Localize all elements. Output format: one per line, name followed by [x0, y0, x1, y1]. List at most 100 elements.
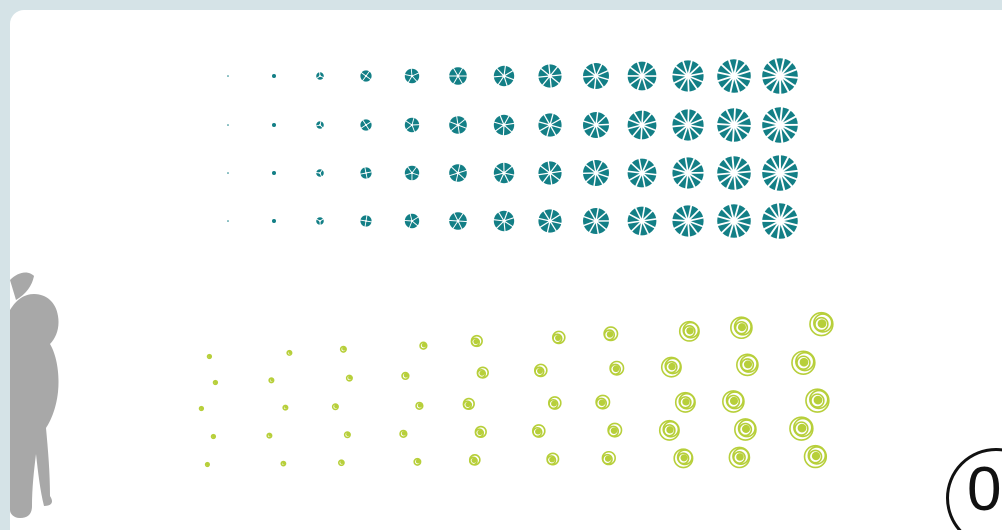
- lime-bubble: [660, 421, 679, 440]
- teal-flower: [404, 213, 419, 229]
- teal-flower: [493, 115, 515, 137]
- lime-bubble: [729, 447, 749, 467]
- lime-bubble: [281, 461, 285, 465]
- lime-bubble: [547, 453, 558, 464]
- lime-bubble: [553, 331, 565, 343]
- lime-bubble: [400, 431, 407, 438]
- lime-bubble: [414, 459, 420, 465]
- lime-bubble: [287, 351, 291, 355]
- lime-bubble: [737, 354, 758, 375]
- lime-bubble: [549, 397, 561, 409]
- teal-flower: [404, 68, 420, 83]
- lime-bubble: [610, 361, 623, 374]
- lime-bubble: [723, 391, 744, 412]
- teal-flower: [671, 60, 704, 93]
- lime-bubble: [790, 417, 813, 440]
- lime-bubble: [402, 373, 409, 380]
- teal-flower: [227, 75, 229, 77]
- lime-bubble: [477, 367, 488, 378]
- teal-flower: [583, 207, 610, 235]
- teal-flower: [627, 110, 657, 141]
- lime-bubble: [420, 342, 427, 349]
- lime-bubble: [339, 460, 344, 465]
- lime-bubble: [533, 425, 545, 437]
- teal-flower: [627, 61, 658, 90]
- lime-bubble: [676, 393, 695, 412]
- lime-bubble: [792, 351, 815, 374]
- teal-flower: [671, 205, 704, 238]
- lime-bubble: [212, 434, 216, 438]
- teal-flower: [360, 167, 373, 180]
- teal-flower: [449, 115, 467, 134]
- teal-flower: [582, 159, 609, 187]
- lime-bubble: [731, 317, 752, 338]
- teal-flower: [272, 74, 276, 78]
- teal-flower: [316, 71, 324, 80]
- teal-flower: [627, 158, 658, 188]
- teal-flower: [272, 219, 276, 223]
- lime-bubble: [206, 462, 210, 466]
- lime-bubble: [674, 449, 692, 467]
- teal-flower: [227, 220, 229, 222]
- illustration-panel: 0: [10, 10, 1002, 530]
- lime-bubble-grid: [200, 313, 833, 468]
- lime-bubble: [535, 364, 547, 376]
- illustration-canvas: [10, 10, 1002, 530]
- lime-bubble: [604, 327, 617, 340]
- lime-bubble: [475, 427, 486, 438]
- lime-bubble: [805, 446, 827, 468]
- teal-flower: [537, 63, 562, 88]
- lime-bubble: [602, 452, 615, 465]
- teal-flower: [717, 204, 752, 239]
- teal-flower: [761, 154, 798, 191]
- lime-bubble: [680, 322, 699, 341]
- lime-bubble: [347, 375, 352, 380]
- lime-bubble: [662, 357, 681, 376]
- lime-bubble: [283, 405, 287, 409]
- teal-flower: [716, 107, 752, 143]
- teal-flower: [272, 171, 276, 175]
- lime-bubble: [735, 419, 756, 440]
- teal-flower: [493, 210, 515, 232]
- teal-flower: [227, 124, 229, 126]
- teal-flower: [315, 120, 323, 128]
- teal-flower: [405, 117, 420, 133]
- lime-bubble: [345, 432, 350, 437]
- lime-bubble: [200, 406, 204, 410]
- lime-bubble: [341, 347, 346, 352]
- lime-bubble: [470, 455, 480, 465]
- lime-bubble: [269, 378, 273, 382]
- teal-flower: [360, 70, 371, 81]
- teal-flower: [448, 67, 468, 85]
- teal-flower: [360, 119, 371, 130]
- lime-bubble: [596, 395, 609, 408]
- teal-flower: [538, 161, 563, 186]
- teal-flower: [404, 166, 420, 181]
- teal-flower: [449, 163, 468, 182]
- teal-flower: [448, 212, 468, 230]
- teal-flower: [538, 113, 562, 137]
- lime-bubble: [463, 399, 474, 410]
- lime-bubble: [267, 433, 271, 437]
- teal-flower: [761, 58, 798, 95]
- lime-bubble: [208, 354, 212, 358]
- lime-bubble: [333, 404, 338, 409]
- lime-bubble: [806, 389, 829, 412]
- teal-flower: [316, 217, 324, 226]
- teal-flower: [272, 123, 276, 127]
- lime-bubble: [810, 313, 833, 336]
- lime-bubble: [214, 380, 218, 384]
- teal-flower: [761, 202, 798, 239]
- teal-flower-grid: [227, 58, 799, 240]
- teal-flower: [717, 59, 752, 94]
- teal-flower: [762, 106, 799, 143]
- teal-flower: [315, 169, 324, 177]
- teal-flower: [359, 214, 372, 227]
- teal-flower: [538, 209, 563, 234]
- teal-flower: [583, 111, 610, 139]
- teal-flower: [627, 206, 657, 236]
- teal-flower: [493, 65, 515, 87]
- lime-bubble: [416, 403, 423, 410]
- badge-text: 0: [967, 459, 1001, 521]
- lime-bubble: [471, 336, 482, 347]
